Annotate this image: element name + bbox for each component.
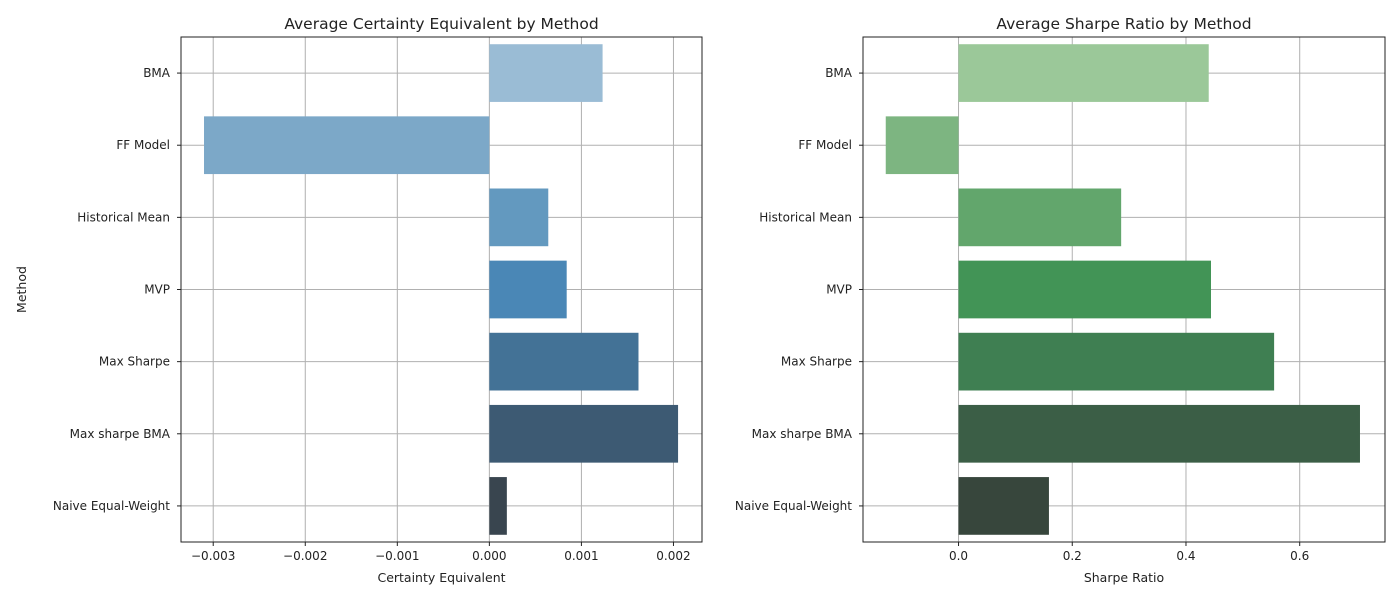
x-axis-label: Certainty Equivalent bbox=[377, 570, 505, 585]
y-tick-label: Max sharpe BMA bbox=[70, 427, 171, 441]
x-tick-label: 0.6 bbox=[1290, 549, 1309, 563]
x-axis-label: Sharpe Ratio bbox=[1084, 570, 1164, 585]
bar-ff-model bbox=[885, 116, 959, 175]
y-tick-label: MVP bbox=[826, 283, 852, 297]
chart-panel-2: 0.0 0.2 0.4 0.6 BMA FF Model Historical Mean MV… bbox=[735, 15, 1386, 585]
bar-max-sharpe bbox=[958, 332, 1275, 391]
x-tick-label: 0.2 bbox=[1063, 549, 1082, 563]
bar-max-sharpe-bma bbox=[489, 404, 679, 463]
x-tick-label: −0.002 bbox=[283, 549, 327, 563]
chart-title: Average Certainty Equivalent by Method bbox=[284, 15, 598, 33]
y-tick-label: Max Sharpe bbox=[99, 355, 170, 369]
x-tick-label: 0.000 bbox=[472, 549, 506, 563]
chart-title: Average Sharpe Ratio by Method bbox=[996, 15, 1251, 33]
bar-bma bbox=[489, 44, 603, 102]
x-tick-label: 0.0 bbox=[949, 549, 968, 563]
chart-panel-1: −0.003 −0.002 −0.001 0.000 0.001 0.002 BMA FF M… bbox=[14, 15, 703, 585]
y-tick-label: BMA bbox=[143, 66, 171, 80]
bar-naive-equal-weight bbox=[489, 477, 507, 535]
x-tick-label: 0.001 bbox=[564, 549, 598, 563]
x-tick-label: 0.4 bbox=[1176, 549, 1195, 563]
y-tick-label: FF Model bbox=[116, 138, 170, 152]
bar-mvp bbox=[958, 260, 1211, 319]
bar-max-sharpe bbox=[489, 332, 639, 391]
bar-historical-mean bbox=[489, 188, 549, 247]
y-tick-label: MVP bbox=[144, 283, 170, 297]
bar-ff-model bbox=[204, 116, 490, 175]
y-tick-label: Naive Equal-Weight bbox=[53, 499, 170, 513]
y-tick-label: Max Sharpe bbox=[781, 355, 852, 369]
y-tick-label: BMA bbox=[825, 66, 853, 80]
bar-bma bbox=[958, 44, 1209, 102]
y-tick-label: Historical Mean bbox=[77, 210, 170, 224]
x-tick-label: −0.001 bbox=[375, 549, 419, 563]
y-tick-label: Naive Equal-Weight bbox=[735, 499, 852, 513]
bar-mvp bbox=[489, 260, 567, 319]
x-tick-label: 0.002 bbox=[656, 549, 690, 563]
x-tick-label: −0.003 bbox=[191, 549, 235, 563]
y-tick-label: Max sharpe BMA bbox=[752, 427, 853, 441]
bar-historical-mean bbox=[958, 188, 1122, 247]
y-tick-label: Historical Mean bbox=[759, 210, 852, 224]
y-axis-label: Method bbox=[14, 266, 29, 313]
y-tick-label: FF Model bbox=[798, 138, 852, 152]
bar-max-sharpe-bma bbox=[958, 404, 1360, 463]
bar-naive-equal-weight bbox=[958, 477, 1049, 535]
